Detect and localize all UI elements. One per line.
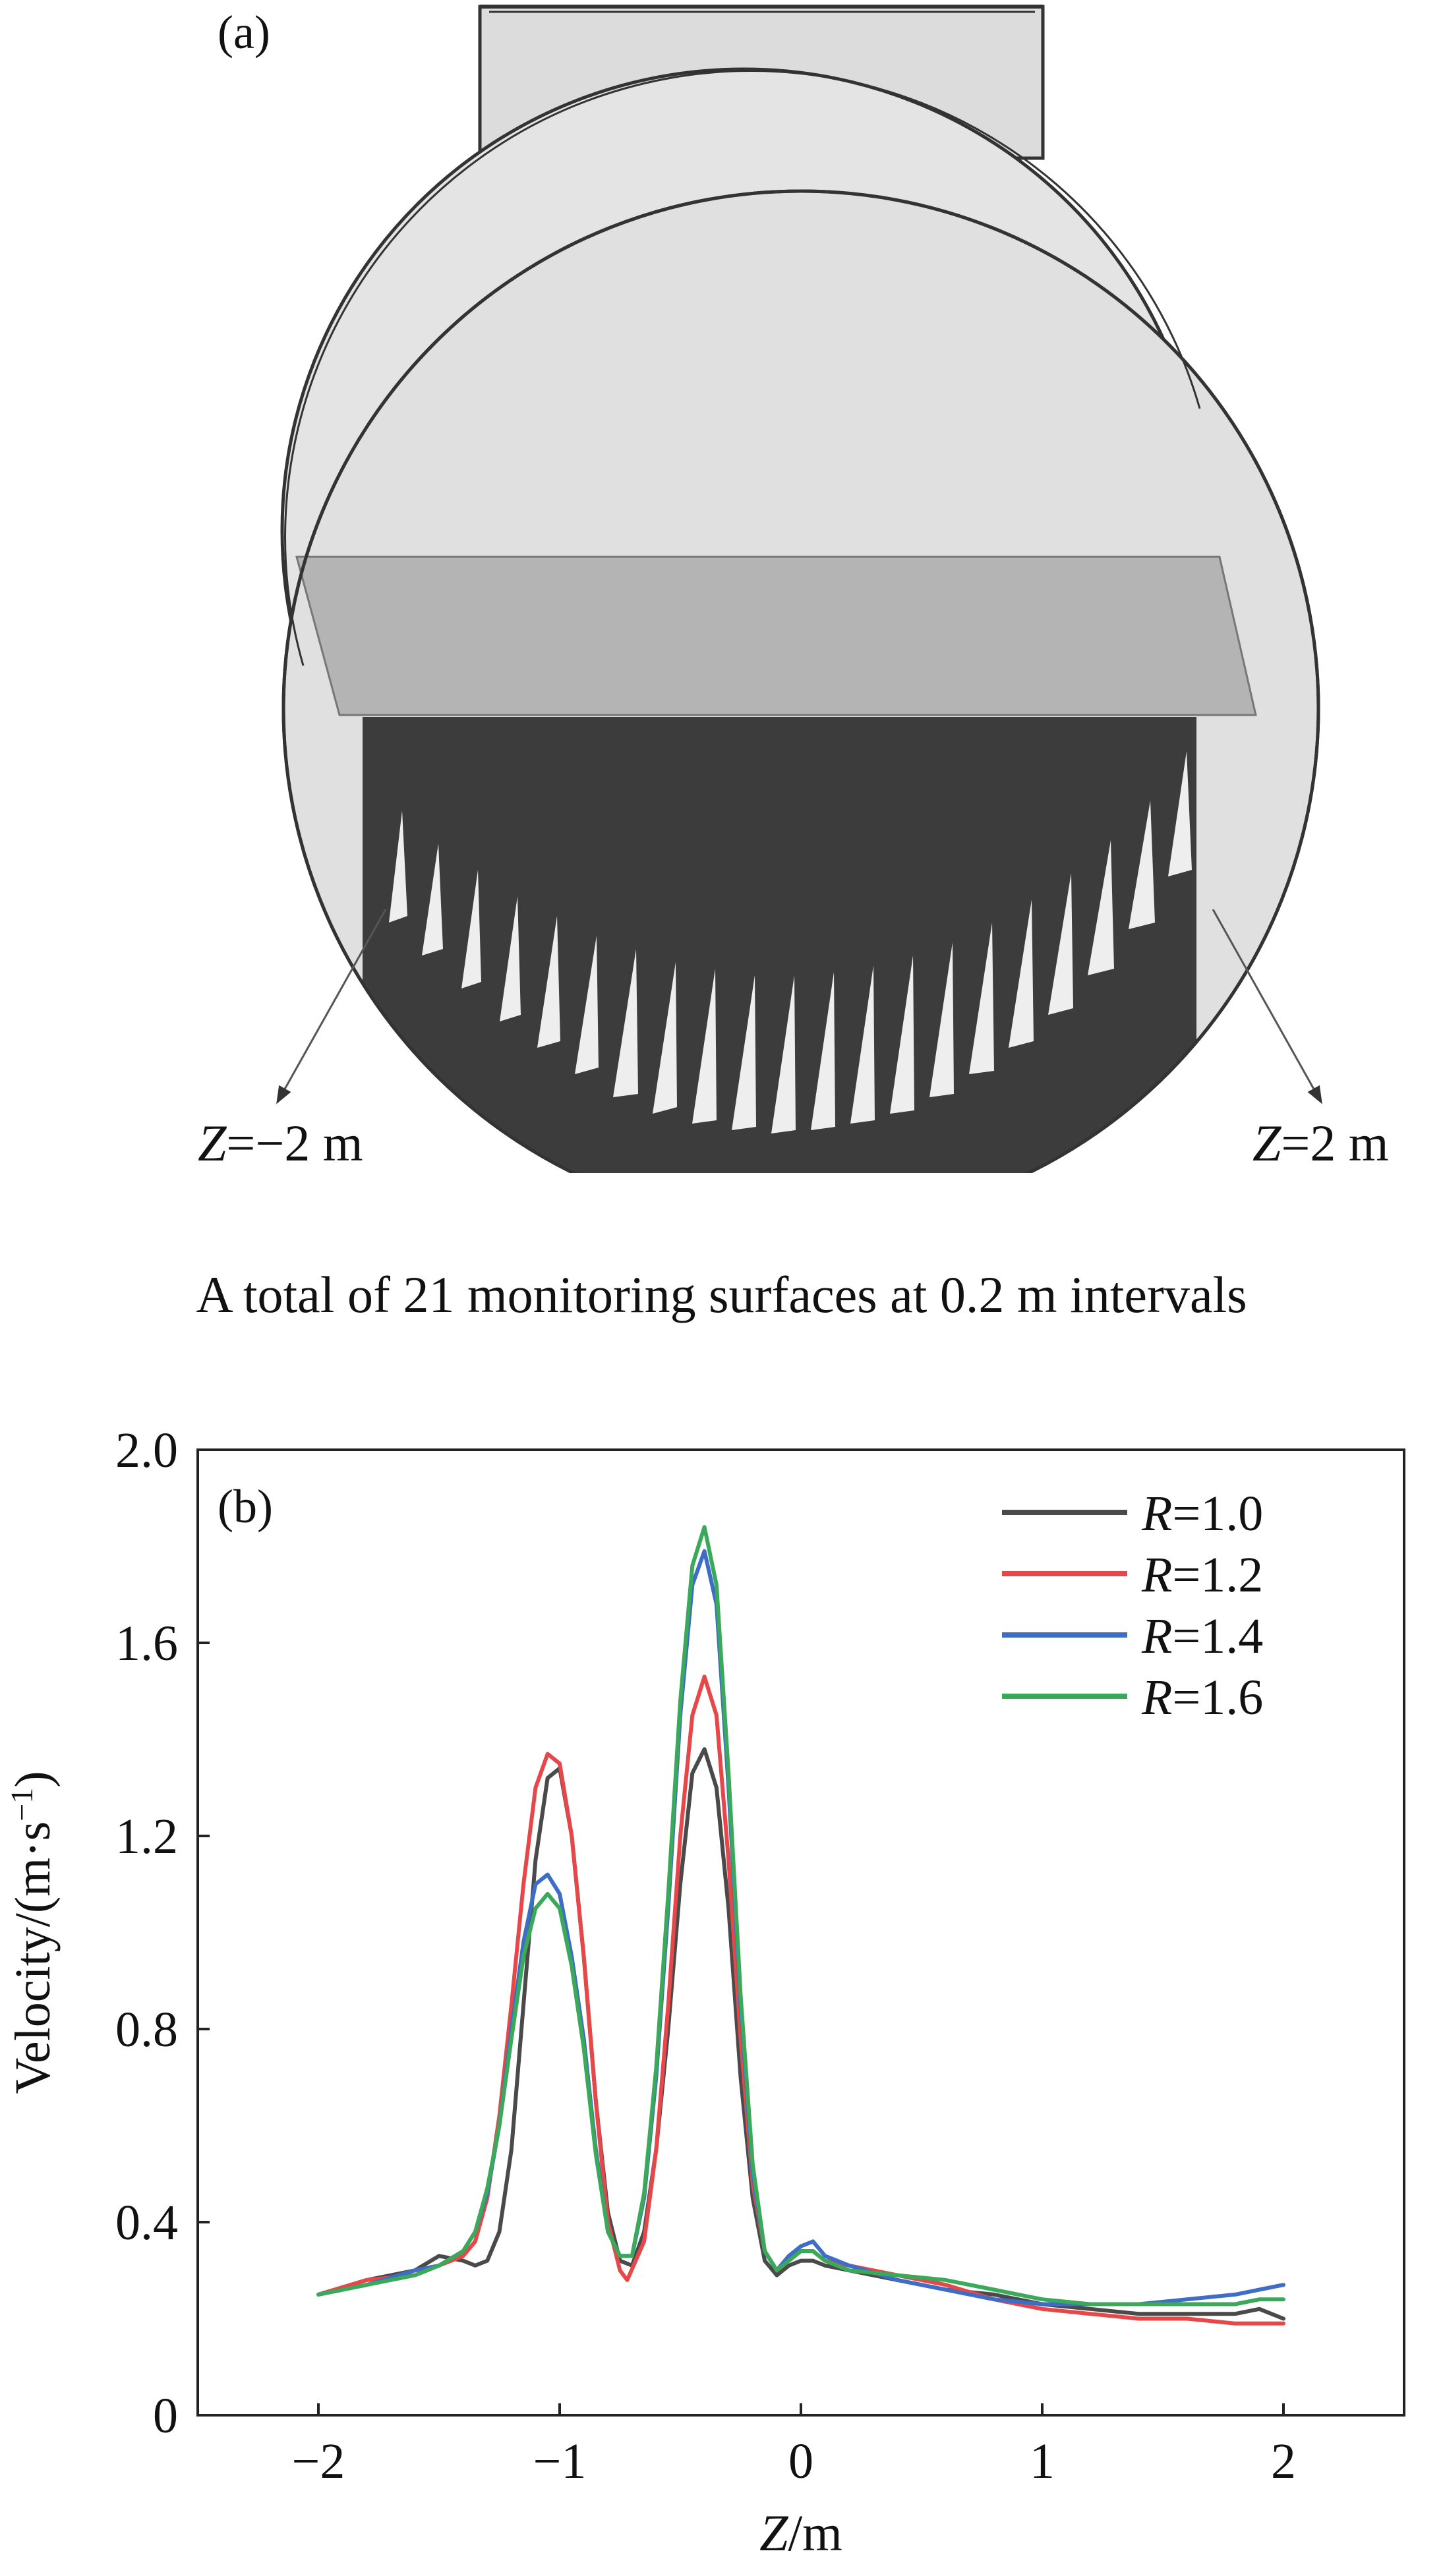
right-z-marker: Z=2 m [1252,1114,1389,1172]
y-tick-label: 1.6 [115,1616,178,1671]
x-tick-label: −2 [292,2434,345,2489]
series-line-2 [316,1674,1285,2326]
panel-b-label: (b) [218,1480,273,1533]
panel-a-caption: A total of 21 monitoring surfaces at 0.2… [196,1266,1247,1323]
y-tick-label: 1.2 [115,1809,178,1864]
series-line-3 [316,1549,1285,2306]
left-z-marker: Z=−2 m [198,1114,363,1172]
monitoring-surfaces [363,717,1196,1173]
arrow-right [1212,909,1322,1104]
y-axis-title: Velocity/(m·s−1) [5,1771,61,2094]
x-tick-label: 1 [1030,2434,1055,2489]
monitoring-surfaces-schematic [276,5,1322,1173]
x-tick-label: −1 [533,2434,587,2489]
series-line-1 [316,1747,1285,2321]
y-tick-label: 0.8 [115,2002,178,2057]
y-tick-label: 0.4 [115,2195,178,2250]
x-tick-label: 2 [1271,2434,1296,2489]
series-lines [316,1525,1285,2326]
x-tick-label: 0 [788,2434,813,2489]
horizontal-plate [295,556,1257,716]
legend: R=1.0 R=1.2 R=1.4 R=1.6 [1002,1486,1263,1725]
velocity-chart: −2 −1 0 1 200.40.81.21.62.0 R=1.0R=1.2R=1.4R… [5,1423,1405,2562]
panel-a-label: (a) [218,6,270,59]
legend-label: R=1.4 [1141,1609,1263,1664]
x-axis-title: Z/m [759,2504,842,2562]
arrow-left [276,909,387,1104]
legend-label: R=1.0 [1141,1486,1263,1541]
legend-label: R=1.6 [1141,1670,1263,1725]
legend-label: R=1.2 [1141,1547,1263,1603]
y-tick-label: 0 [153,2388,178,2444]
y-tick-label: 2.0 [115,1423,178,1478]
series-line-4 [316,1525,1285,2306]
